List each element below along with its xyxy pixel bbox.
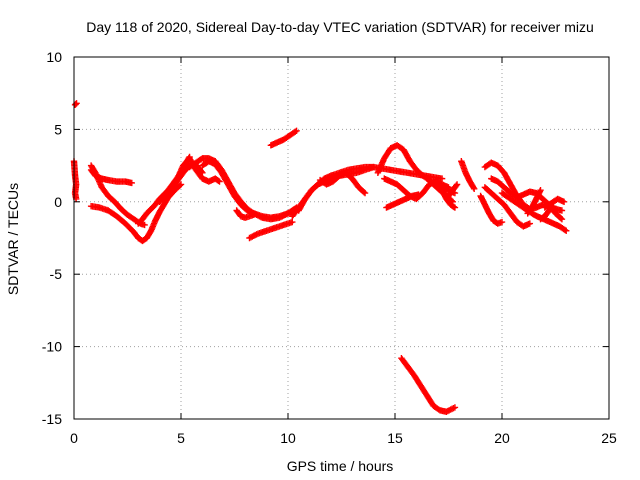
data-point bbox=[177, 181, 185, 188]
data-point bbox=[453, 181, 461, 188]
data-point bbox=[253, 231, 260, 238]
series-arc-21 bbox=[434, 178, 459, 211]
plot-frame bbox=[73, 56, 610, 420]
data-point bbox=[470, 184, 477, 191]
series-arc-28 bbox=[481, 184, 534, 230]
chart-title: Day 118 of 2020, Sidereal Day-to-day VTE… bbox=[86, 19, 594, 35]
data-point bbox=[438, 175, 446, 182]
data-point bbox=[445, 184, 452, 191]
data-point bbox=[215, 177, 222, 185]
data-point bbox=[361, 189, 369, 197]
series-arc-32 bbox=[537, 202, 557, 223]
y-tick-label: 5 bbox=[54, 121, 62, 137]
y-tick-label: -10 bbox=[42, 339, 62, 355]
axes: 0 5 10 15 20 25 -15 -10 -5 0 5 10 bbox=[42, 49, 617, 446]
y-tick-label: -5 bbox=[50, 266, 63, 282]
data-point bbox=[498, 218, 506, 226]
y-axis-label: SDTVAR / TECUs bbox=[5, 183, 21, 295]
data-point bbox=[549, 204, 556, 211]
x-tick-label: 5 bbox=[177, 430, 185, 446]
y-tick-label: -15 bbox=[42, 411, 62, 427]
series-arc-30 bbox=[524, 187, 544, 217]
data-point bbox=[216, 178, 223, 185]
series-arc-19 bbox=[383, 191, 422, 211]
data-point bbox=[176, 182, 184, 189]
series-arc-22 bbox=[445, 181, 461, 200]
data-point bbox=[141, 221, 148, 229]
data-point bbox=[526, 220, 534, 227]
data-point bbox=[360, 188, 368, 196]
series-arc-13 bbox=[267, 127, 300, 149]
grid bbox=[74, 57, 609, 419]
data-point bbox=[250, 211, 257, 219]
data-point bbox=[450, 203, 458, 211]
series-arc-11 bbox=[233, 207, 257, 221]
data-point bbox=[537, 187, 544, 194]
data-point bbox=[561, 226, 569, 234]
data-point bbox=[453, 182, 460, 189]
y-tick-label: 0 bbox=[54, 194, 62, 210]
data-point bbox=[128, 179, 135, 187]
data-point bbox=[292, 128, 299, 135]
series-arc-24 bbox=[398, 354, 459, 415]
series-arc-25 bbox=[477, 192, 506, 227]
data-point bbox=[450, 404, 457, 412]
data-point bbox=[415, 191, 422, 198]
x-tick-label: 10 bbox=[280, 430, 296, 446]
data-point bbox=[558, 215, 566, 223]
x-axis-label: GPS time / hours bbox=[287, 458, 394, 474]
data-point bbox=[370, 163, 377, 171]
data-point bbox=[293, 127, 300, 135]
data-point bbox=[550, 202, 557, 210]
data-point bbox=[451, 404, 459, 411]
series-arc-16 bbox=[316, 169, 369, 197]
data-point bbox=[451, 204, 459, 211]
series-arc-23 bbox=[458, 158, 478, 192]
series-arc-01 bbox=[71, 100, 80, 108]
x-tick-label: 0 bbox=[70, 430, 78, 446]
x-tick-label: 15 bbox=[387, 430, 403, 446]
y-tick-label: 10 bbox=[46, 49, 62, 65]
data-point bbox=[560, 198, 568, 205]
series-layer bbox=[70, 100, 570, 415]
x-tick-label: 25 bbox=[601, 430, 617, 446]
data-point bbox=[558, 207, 566, 214]
data-point bbox=[289, 218, 296, 226]
data-point bbox=[470, 185, 478, 192]
series-arc-12 bbox=[246, 218, 296, 242]
x-tick-label: 20 bbox=[494, 430, 510, 446]
data-point bbox=[563, 227, 570, 234]
data-point bbox=[557, 215, 565, 222]
series-arc-10 bbox=[199, 158, 300, 221]
series-arc-04 bbox=[87, 162, 148, 229]
